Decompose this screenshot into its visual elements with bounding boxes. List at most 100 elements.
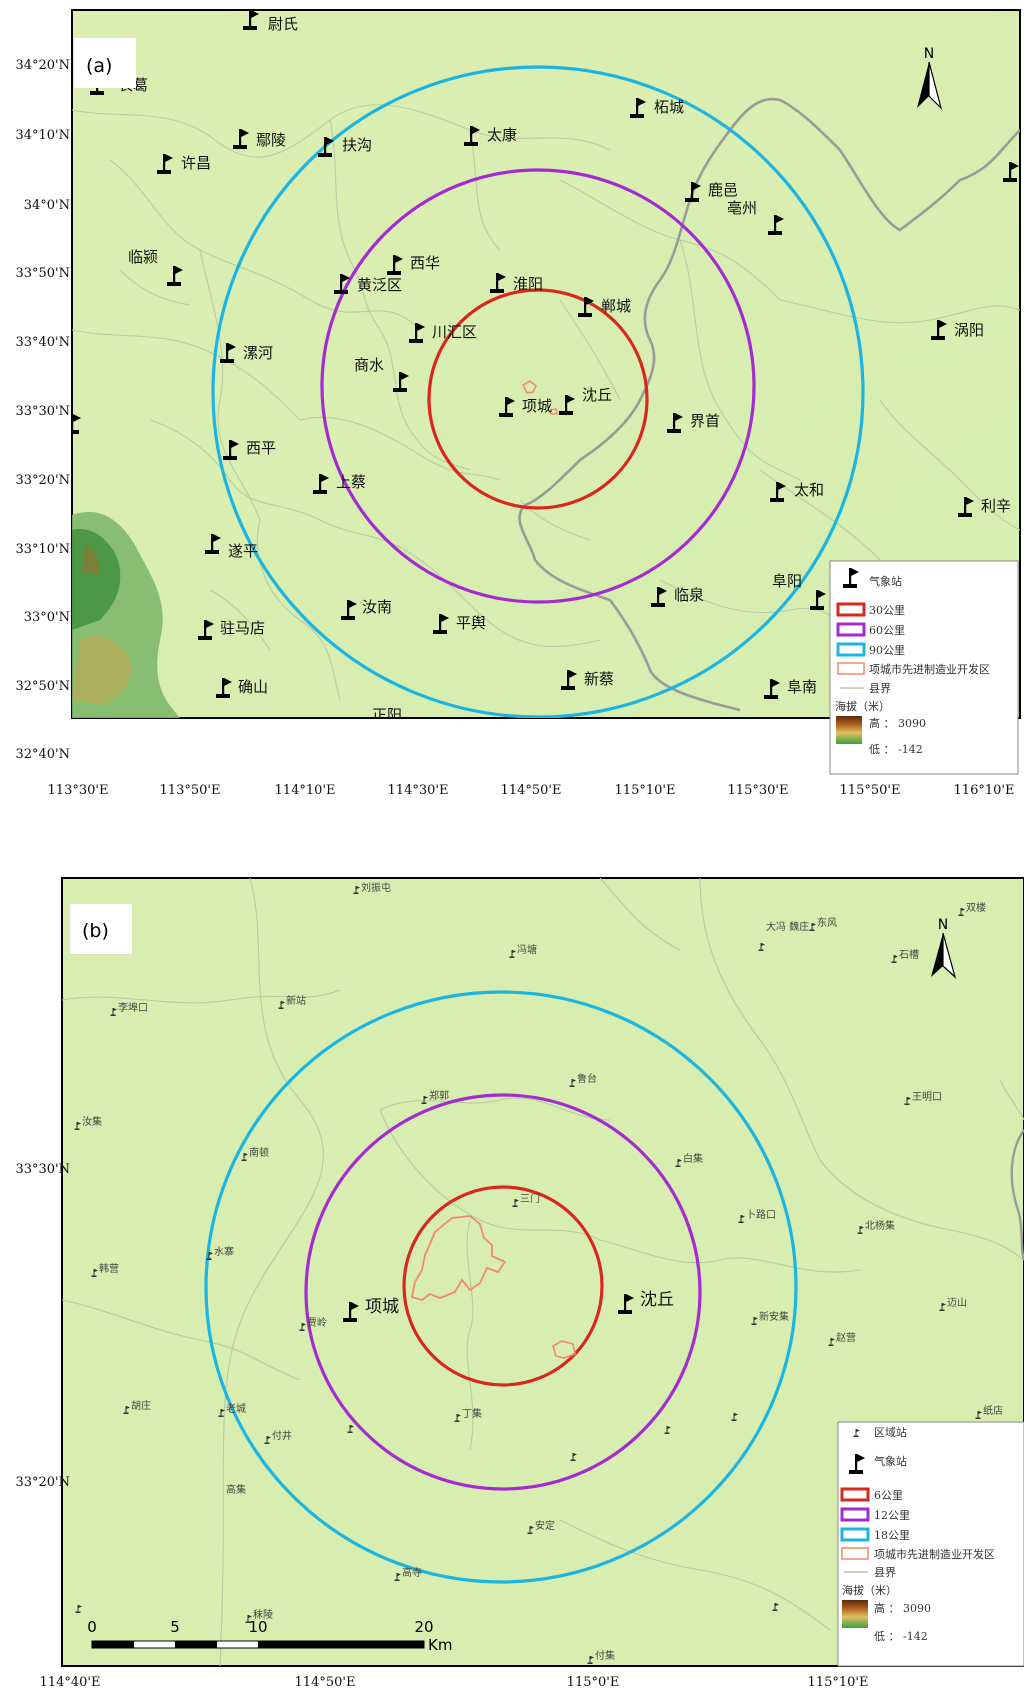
station-label: 临泉	[674, 586, 704, 604]
station-label: 汝南	[362, 598, 392, 616]
station-label: 正阳	[372, 706, 402, 724]
station-label-xiangcheng: 项城	[365, 1297, 399, 1317]
lat-label: 34°0'N	[24, 198, 70, 213]
lon-labels-b: 114°40'E 114°50'E 115°0'E 115°10'E	[40, 1675, 869, 1690]
regional-label: 贾岭	[307, 1316, 327, 1329]
regional-label: 丁集	[462, 1407, 482, 1420]
station-label: 太康	[487, 126, 517, 144]
regional-label: 高寺	[402, 1566, 422, 1579]
lat-label: 33°0'N	[24, 610, 70, 625]
lon-label: 114°40'E	[40, 1675, 101, 1690]
lon-label: 115°10'E	[808, 1675, 869, 1690]
regional-label: 高集	[226, 1483, 246, 1496]
station-label: 太和	[794, 481, 824, 499]
regional-label: 三门	[520, 1192, 540, 1205]
lon-label: 114°50'E	[295, 1675, 356, 1690]
regional-label: 郑郭	[429, 1089, 449, 1102]
industrial-zone-b	[410, 1215, 507, 1301]
lat-label: 32°50'N	[15, 679, 70, 694]
panel-b-tag: (b)	[82, 920, 109, 942]
station-label: 扶沟	[342, 136, 372, 154]
svg-text:N: N	[924, 46, 934, 62]
regional-label: 老城	[226, 1402, 246, 1415]
station-label: 亳州	[727, 199, 757, 217]
station-label: 川汇区	[432, 323, 477, 341]
station-label: 利辛	[981, 497, 1011, 515]
regional-label: 白集	[683, 1152, 703, 1165]
panel-b-tag-box	[70, 904, 132, 954]
lon-label: 115°30'E	[728, 783, 789, 798]
regional-label: 新站	[286, 994, 306, 1007]
legend-station: 气象站	[874, 1454, 907, 1468]
station-label: 商水	[354, 356, 384, 374]
legend-ring-1: 30公里	[869, 604, 905, 617]
station-label: 漯河	[243, 344, 273, 362]
legend-ring-2: 12公里	[874, 1509, 910, 1522]
ring-12km	[304, 1093, 702, 1491]
station-label: 驻马店	[220, 619, 265, 637]
ring-30km	[427, 288, 649, 510]
lat-label: 33°10'N	[15, 542, 70, 557]
lon-label: 114°50'E	[501, 783, 562, 798]
regional-label: 韩营	[99, 1262, 119, 1275]
station-label: 淮滨	[742, 763, 772, 781]
lon-label: 113°30'E	[48, 783, 109, 798]
station-label: 郸城	[601, 297, 631, 315]
station-label: 界首	[690, 412, 720, 430]
regional-label: 南顿	[249, 1146, 269, 1159]
panel-b: 刘振屯 冯塘 大冯 魏庄 东风 双楼 石槽 李埠口 新站 鲁台 汝集 王明口 郑…	[15, 877, 1024, 1690]
legend-ring-2: 60公里	[869, 624, 905, 637]
station-label: 西平	[246, 439, 276, 457]
regional-label: 赵营	[836, 1331, 856, 1344]
lat-label: 32°40'N	[15, 747, 70, 762]
scale-tick: 15	[142, 734, 161, 752]
lon-label: 116°10'E	[954, 783, 1015, 798]
lon-label: 114°10'E	[275, 783, 336, 798]
legend-zone: 项城市先进制造业开发区	[869, 662, 990, 676]
regional-label: 纸店	[983, 1404, 1003, 1417]
scale-bar-a: 0 15 30 60 Km	[91, 734, 346, 771]
panel-a-tag-box	[74, 38, 136, 88]
legend-b: 区域站 气象站 6公里 12公里 18公里 项城市先进制造业开发区 县界 海拔（…	[837, 1421, 1024, 1667]
station-label: 沈丘	[582, 386, 612, 404]
scale-unit: Km	[428, 1636, 452, 1654]
regional-label: 李埠口	[118, 1001, 148, 1014]
regional-label: 卜路口	[746, 1208, 776, 1221]
station-label: 项城	[522, 397, 552, 415]
regional-label: 北杨集	[865, 1219, 895, 1232]
lat-label: 33°30'N	[15, 404, 70, 419]
scale-tick: 60	[307, 734, 326, 752]
legend-station: 气象站	[869, 574, 902, 588]
legend-regional: 区域站	[874, 1425, 907, 1439]
panel-a: 尉氏 长葛 柘城 太康 鄢陵 扶沟 许昌 鹿邑 亳州 临颍 西华 黄泛区 淮阳 …	[15, 9, 1021, 798]
station-label: 鹿邑	[708, 181, 738, 199]
lat-label: 34°20'N	[15, 58, 70, 73]
legend-elev-high: 高 ： 3090	[869, 716, 926, 730]
scale-tick: 0	[87, 1618, 97, 1636]
county-boundaries-b	[62, 877, 1024, 1666]
regional-label: 秣陵	[253, 1608, 273, 1621]
station-label: 许昌	[181, 154, 211, 172]
regional-label: 冯塘	[517, 943, 537, 956]
lat-labels-b: 33°30'N 33°20'N	[15, 1162, 70, 1490]
regional-label: 新安集	[759, 1310, 789, 1323]
station-label: 平舆	[456, 614, 486, 632]
station-label: 黄泛区	[357, 276, 402, 294]
scale-tick: 0	[91, 734, 101, 752]
north-arrow-b: N	[931, 917, 957, 979]
lon-labels-a: 113°30'E 113°50'E 114°10'E 114°30'E 114°…	[48, 783, 1015, 798]
station-label: 上蔡	[336, 473, 366, 491]
legend-elev-low: 低 ： -142	[874, 1630, 928, 1643]
station-label: 临颍	[128, 248, 158, 266]
lat-label: 33°20'N	[15, 473, 70, 488]
legend-elev-title: 海拔（米）	[835, 699, 890, 713]
legend-county: 县界	[869, 682, 891, 695]
station-label: 遂平	[228, 542, 258, 560]
svg-text:N: N	[938, 917, 948, 933]
station-label: 阜南	[787, 678, 817, 696]
station-label: 西华	[410, 254, 440, 272]
scale-tick: 30	[197, 734, 216, 752]
legend-county: 县界	[874, 1566, 896, 1579]
legend-ring-3: 18公里	[874, 1529, 910, 1542]
regional-label: 石槽	[899, 948, 919, 961]
